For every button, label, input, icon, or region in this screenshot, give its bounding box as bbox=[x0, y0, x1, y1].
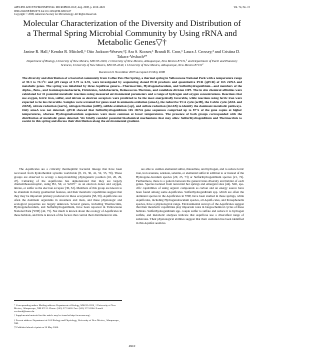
footnote: † Supplemental material for this article… bbox=[14, 314, 91, 317]
authors: Janine R. Hall,¹ Kendra R. Mitchell,¹ Ot… bbox=[23, 49, 241, 59]
abstract: The diversity and distribution of a bact… bbox=[22, 76, 242, 124]
journal: APPLIED AND ENVIRONMENTAL MICROBIOLOGY, … bbox=[14, 6, 105, 9]
footnotes: * Corresponding author. Mailing address:… bbox=[14, 302, 122, 330]
page: APPLIED AND ENVIRONMENTAL MICROBIOLOGY, … bbox=[14, 6, 250, 348]
footnote: * Corresponding author. Mailing address:… bbox=[14, 303, 116, 313]
body-left: The Aquificales are a critically thermop… bbox=[14, 168, 122, 218]
title: Molecular Characterization of the Divers… bbox=[23, 18, 241, 48]
volume: Vol. 74, No. 15 bbox=[233, 6, 250, 9]
affiliations: Department of Biology, University of New… bbox=[26, 59, 238, 67]
copyright: Copyright © 2008, American Society for M… bbox=[14, 13, 97, 16]
body-right: are able to oxidize elemental sulfur, th… bbox=[136, 168, 244, 225]
doi: 0099-2240/08/$08.00+0 doi:10.1128/AEM.02… bbox=[14, 9, 72, 13]
received: Received 21 November 2007/Accepted 23 Ma… bbox=[99, 70, 165, 74]
footnote-rule bbox=[14, 300, 122, 301]
footnote: ‡ Present address: Department of Cell Bi… bbox=[14, 318, 120, 325]
page-number: 4910 bbox=[128, 344, 136, 348]
footnote: ▽ Published ahead of print on 30 May 200… bbox=[14, 326, 59, 329]
